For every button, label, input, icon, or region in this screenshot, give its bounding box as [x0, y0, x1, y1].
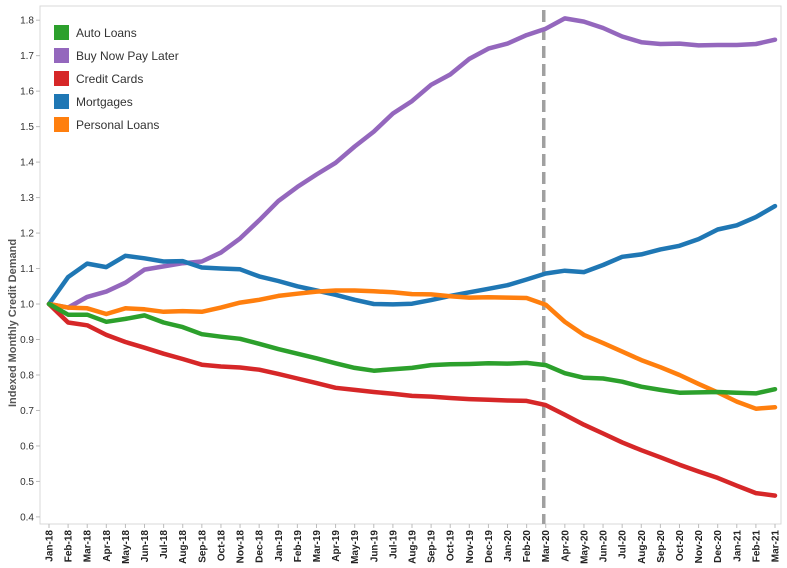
y-tick-label: 0.5 — [20, 477, 34, 488]
x-tick-label: Mar-21 — [771, 530, 782, 563]
y-tick-label: 1.0 — [20, 300, 34, 311]
y-tick-label: 1.8 — [20, 16, 34, 27]
y-tick-label: 1.4 — [20, 158, 34, 169]
legend-label-mortgages: Mortgages — [76, 95, 133, 109]
y-tick-label: 0.6 — [20, 441, 34, 452]
x-tick-label: Aug-20 — [637, 530, 648, 564]
series-line-buy-now-pay-later — [46, 16, 778, 310]
y-tick-label: 1.3 — [20, 193, 34, 204]
x-tick-label: Jan-21 — [732, 530, 743, 562]
y-tick-label: 1.1 — [20, 264, 34, 275]
y-tick-label: 1.6 — [20, 87, 34, 98]
x-tick-label: Aug-19 — [408, 530, 419, 564]
y-tick-label: 1.7 — [20, 51, 34, 62]
x-tick-label: Jun-20 — [599, 530, 610, 563]
legend-swatch-personal-loans — [54, 117, 69, 132]
x-tick-label: May-18 — [121, 530, 132, 564]
y-tick-label: 1.5 — [20, 122, 34, 133]
x-tick-label: Dec-18 — [255, 530, 266, 563]
plot-area-border — [39, 5, 782, 525]
legend-box — [46, 14, 196, 140]
x-tick-label: Oct-19 — [446, 530, 457, 562]
x-tick-label: May-19 — [350, 530, 361, 564]
x-tick-label: Sep-20 — [656, 530, 667, 563]
x-tick-label: Apr-20 — [560, 530, 571, 562]
y-axis-title: Indexed Monthly Credit Demand — [7, 239, 19, 407]
legend-label-buy-now-pay-later: Buy Now Pay Later — [76, 49, 179, 63]
legend-swatch-mortgages — [54, 94, 69, 109]
x-tick-label: Jul-20 — [618, 530, 629, 559]
x-tick-label: Dec-20 — [713, 530, 724, 563]
x-tick-label: Feb-19 — [293, 530, 304, 563]
y-tick-label: 0.4 — [20, 512, 34, 523]
series-line-auto-loans — [46, 301, 778, 396]
x-tick-label: Mar-19 — [312, 530, 323, 563]
x-tick-label: Jun-18 — [140, 530, 151, 563]
legend-swatch-buy-now-pay-later — [54, 48, 69, 63]
y-tick-label: 0.9 — [20, 335, 34, 346]
x-tick-label: Apr-18 — [102, 530, 113, 562]
series-line-mortgages — [46, 203, 778, 307]
x-tick-label: Aug-18 — [178, 530, 189, 564]
x-tick-label: Sep-19 — [427, 530, 438, 563]
series-line-credit-cards — [46, 301, 778, 498]
x-tick-label: Nov-20 — [694, 530, 705, 564]
x-tick-label: Jun-19 — [369, 530, 380, 563]
x-tick-label: Feb-21 — [751, 530, 762, 563]
legend-swatch-auto-loans — [54, 25, 69, 40]
x-tick-label: Sep-18 — [197, 530, 208, 563]
x-tick-label: Dec-19 — [484, 530, 495, 563]
x-tick-label: Jan-19 — [274, 530, 285, 562]
x-tick-label: May-20 — [579, 530, 590, 564]
series-line-personal-loans — [46, 288, 778, 411]
x-tick-label: Oct-20 — [675, 530, 686, 562]
x-tick-label: Nov-18 — [236, 530, 247, 564]
x-tick-label: Jul-19 — [388, 530, 399, 559]
y-tick-label: 0.8 — [20, 370, 34, 381]
x-tick-label: Nov-19 — [465, 530, 476, 564]
legend-label-auto-loans: Auto Loans — [76, 26, 137, 40]
x-tick-label: Jan-18 — [45, 530, 56, 562]
x-tick-label: Feb-20 — [522, 530, 533, 563]
legend-label-credit-cards: Credit Cards — [76, 72, 143, 86]
x-tick-label: Jul-18 — [159, 530, 170, 559]
legend-swatch-credit-cards — [54, 71, 69, 86]
legend-label-personal-loans: Personal Loans — [76, 118, 159, 132]
x-tick-label: Apr-19 — [331, 530, 342, 562]
x-tick-label: Mar-20 — [541, 530, 552, 563]
x-tick-label: Feb-18 — [64, 530, 75, 563]
y-tick-label: 0.7 — [20, 406, 34, 417]
y-tick-label: 1.2 — [20, 229, 34, 240]
x-tick-label: Mar-18 — [83, 530, 94, 563]
x-tick-label: Oct-18 — [216, 530, 227, 562]
x-tick-label: Jan-20 — [503, 530, 514, 562]
